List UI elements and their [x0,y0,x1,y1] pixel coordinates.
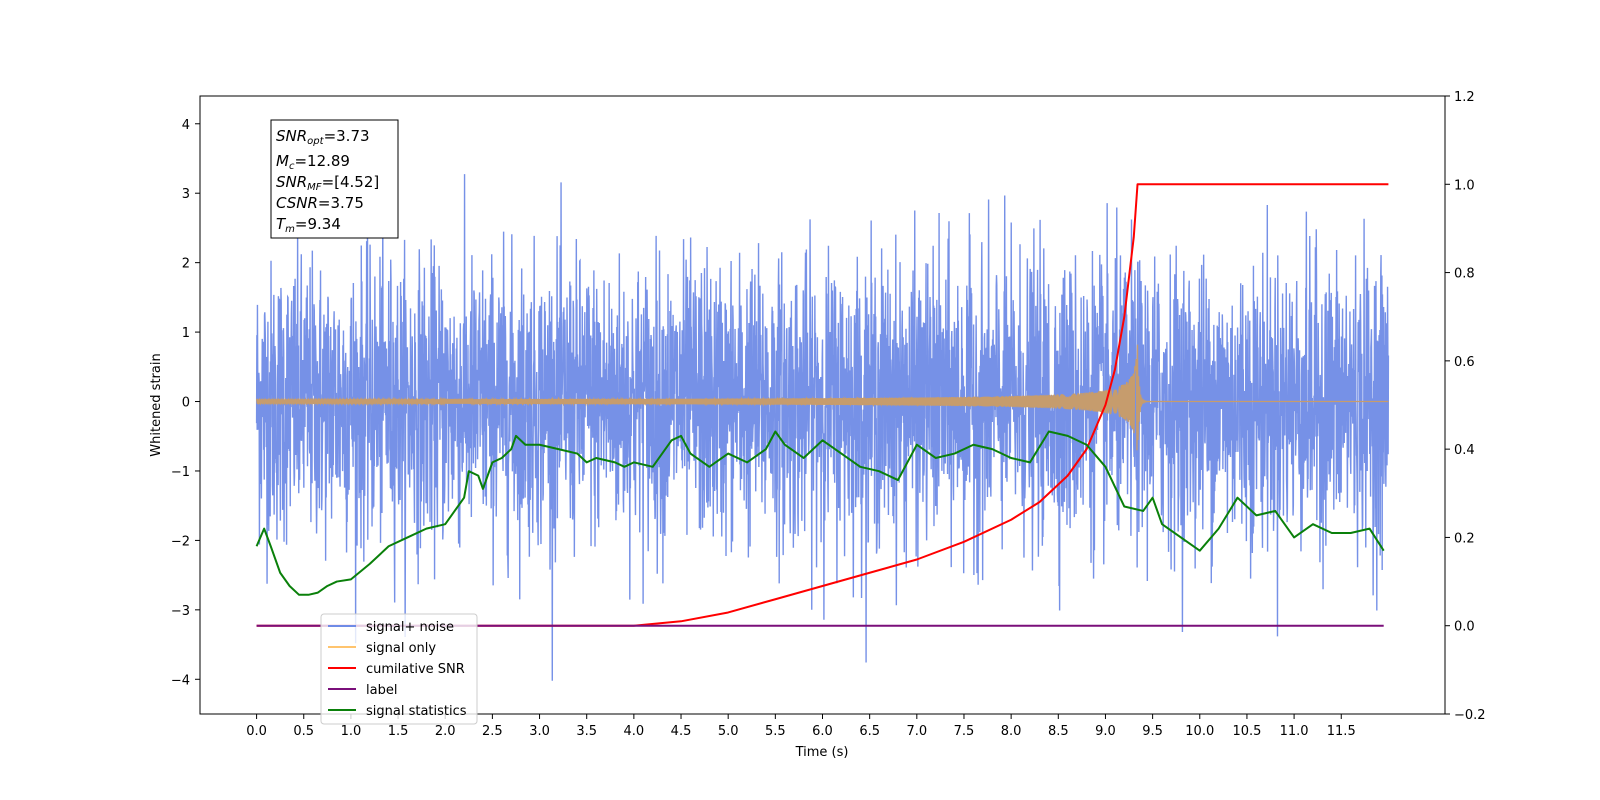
x-tick-label: 5.5 [765,724,786,739]
y-axis-label-left: Whitened strain [149,353,164,456]
y-left-tick-label: −3 [171,604,190,619]
x-tick-label: 10.5 [1232,724,1261,739]
x-tick-label: 8.5 [1048,724,1069,739]
svg-text:label: label [366,683,397,698]
stats-annotation: SNRopt=3.73 Mc=12.89 SNRMF=[4.52] CSNR=3… [270,119,399,239]
y-left-tick-label: 1 [182,326,190,341]
x-tick-label: 2.5 [482,724,503,739]
series-cumulative-snr [256,183,1389,627]
y-right-tick-label: 0.4 [1454,443,1475,458]
legend: signal+ noise signal only cumilative SNR… [320,613,478,725]
x-tick-label: 3.0 [529,724,550,739]
svg-text:signal only: signal only [366,641,436,656]
x-axis: 0.0 0.5 1.0 1.5 2.0 2.5 3.0 3.5 4.0 4.5 5.0 5.5 6.0 6… [246,714,1356,739]
legend-entry-signal-noise: signal+ noise [328,620,454,635]
x-tick-label: 8.0 [1001,724,1022,739]
x-tick-label: 3.5 [576,724,597,739]
x-tick-label: 10.0 [1185,724,1214,739]
annotation-line-5: Tm=9.34 [276,215,341,235]
y-right-tick-label: 1.2 [1454,90,1475,105]
legend-entry-signal-only: signal only [328,641,436,656]
svg-text:signal statistics: signal statistics [366,704,467,719]
y-axis-right: 1.2 1.0 0.8 0.6 0.4 0.2 0.0 −0.2 [1445,90,1486,723]
x-tick-label: 0.0 [246,724,267,739]
y-left-tick-label: 4 [182,118,190,133]
svg-text:cumilative SNR: cumilative SNR [366,662,465,677]
annotation-line-2: Mc=12.89 [276,152,350,172]
annotation-line-4: CSNR=3.75 [276,194,364,212]
y-right-tick-label: 0.2 [1454,531,1475,546]
y-left-tick-label: −4 [171,673,190,688]
y-right-tick-label: 0.6 [1454,355,1475,370]
x-tick-label: 6.5 [859,724,880,739]
x-tick-label: 0.5 [293,724,314,739]
x-axis-label: Time (s) [795,745,849,760]
x-tick-label: 6.0 [812,724,833,739]
x-tick-label: 7.0 [906,724,927,739]
series-signal-only [256,344,1389,451]
annotation-box [270,119,399,239]
svg-text:signal+ noise: signal+ noise [366,620,454,635]
y-left-tick-label: 2 [182,257,190,272]
x-tick-label: 9.5 [1142,724,1163,739]
y-right-tick-label: 1.0 [1454,178,1475,193]
x-tick-label: 4.5 [671,724,692,739]
x-tick-label: 1.5 [388,724,409,739]
y-right-tick-label: 0.8 [1454,267,1475,282]
y-right-tick-label: −0.2 [1454,708,1486,723]
series-signal-statistics [255,430,1385,596]
y-right-tick-label: 0.0 [1454,620,1475,635]
series-layer [255,174,1390,681]
y-axis-left: 4 3 2 1 0 −1 −2 −3 −4 [171,118,200,688]
legend-entry-label: label [328,683,397,698]
legend-entry-signal-statistics: signal statistics [328,704,467,719]
annotation-line-3: SNRMF=[4.52] [276,173,379,193]
legend-box [320,613,478,725]
x-tick-label: 4.0 [624,724,645,739]
y-left-tick-label: −1 [171,465,190,480]
x-tick-label: 2.0 [435,724,456,739]
x-tick-label: 9.0 [1095,724,1116,739]
y-left-tick-label: −2 [171,534,190,549]
series-signal-noise [255,174,1390,681]
annotation-line-1: SNRopt=3.73 [276,127,370,147]
x-tick-label: 1.0 [341,724,362,739]
y-left-tick-label: 3 [182,187,190,202]
x-tick-label: 5.0 [718,724,739,739]
x-tick-label: 7.5 [954,724,975,739]
y-left-tick-label: 0 [182,396,190,411]
x-tick-label: 11.5 [1327,724,1356,739]
x-tick-label: 11.0 [1280,724,1309,739]
legend-entry-cumulative-snr: cumilative SNR [328,662,465,677]
